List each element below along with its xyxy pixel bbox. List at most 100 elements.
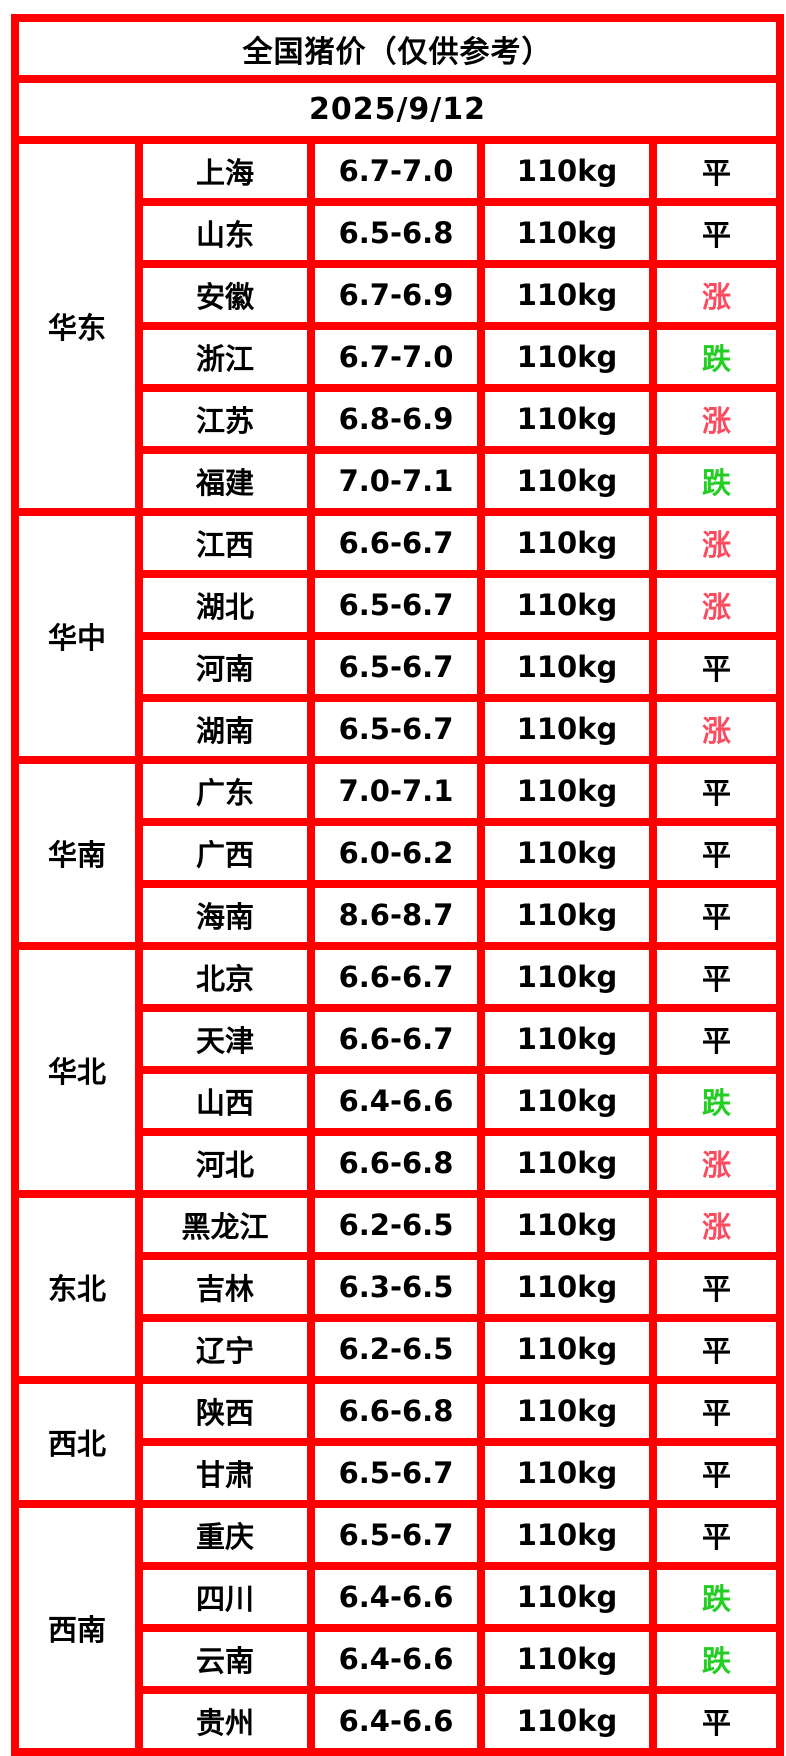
trend-cell: 跌 [649, 322, 784, 392]
table-row: 云南 6.4-6.6 110kg 跌 [15, 1624, 784, 1694]
province-cell: 贵州 [135, 1686, 315, 1756]
title-row: 全国猪价（仅供参考） [11, 14, 784, 83]
price-cell: 6.5-6.7 [307, 632, 485, 702]
trend-cell: 平 [649, 818, 784, 888]
weight-cell: 110kg [477, 818, 657, 888]
weight-cell: 110kg [477, 1376, 657, 1446]
pig-price-table: 全国猪价（仅供参考） 2025/9/12 华东 上海 6.7-7.0 110kg… [11, 14, 784, 1756]
table-row: 海南 8.6-8.7 110kg 平 [15, 880, 784, 950]
province-cell: 广西 [135, 818, 315, 888]
weight-cell: 110kg [477, 198, 657, 268]
date-label: 2025/9/12 [11, 75, 784, 144]
province-cell: 陕西 [135, 1376, 315, 1446]
trend-cell: 平 [649, 198, 784, 268]
province-cell: 福建 [135, 446, 315, 516]
region-cell-huanan: 华南 [11, 756, 143, 950]
table-row: 山西 6.4-6.6 110kg 跌 [15, 1066, 784, 1136]
table-row: 山东 6.5-6.8 110kg 平 [15, 198, 784, 268]
province-cell: 黑龙江 [135, 1190, 315, 1260]
weight-cell: 110kg [477, 1562, 657, 1632]
weight-cell: 110kg [477, 1686, 657, 1756]
table-row: 四川 6.4-6.6 110kg 跌 [15, 1562, 784, 1632]
price-cell: 6.4-6.6 [307, 1624, 485, 1694]
trend-cell: 涨 [649, 384, 784, 454]
trend-cell: 涨 [649, 570, 784, 640]
table-row: 安徽 6.7-6.9 110kg 涨 [15, 260, 784, 330]
province-cell: 上海 [135, 136, 315, 206]
province-cell: 河北 [135, 1128, 315, 1198]
price-cell: 6.6-6.7 [307, 1004, 485, 1074]
price-cell: 6.5-6.7 [307, 1500, 485, 1570]
province-cell: 重庆 [135, 1500, 315, 1570]
weight-cell: 110kg [477, 384, 657, 454]
trend-cell: 平 [649, 1500, 784, 1570]
table-row: 河北 6.6-6.8 110kg 涨 [15, 1128, 784, 1198]
price-cell: 6.3-6.5 [307, 1252, 485, 1322]
table-row: 浙江 6.7-7.0 110kg 跌 [15, 322, 784, 392]
province-cell: 天津 [135, 1004, 315, 1074]
table-row: 华北 北京 6.6-6.7 110kg 平 [11, 942, 784, 1198]
weight-cell: 110kg [477, 1500, 657, 1570]
region-cell-dongbei: 东北 [11, 1190, 143, 1384]
region-cell-xinan: 西南 [11, 1500, 143, 1756]
table-row: 广西 6.0-6.2 110kg 平 [15, 818, 784, 888]
region-cell-huabei: 华北 [11, 942, 143, 1198]
price-cell: 7.0-7.1 [307, 756, 485, 826]
price-cell: 6.5-6.7 [307, 570, 485, 640]
price-cell: 6.7-7.0 [307, 322, 485, 392]
trend-cell: 涨 [649, 1128, 784, 1198]
weight-cell: 110kg [477, 446, 657, 516]
trend-cell: 涨 [649, 694, 784, 764]
trend-cell: 平 [649, 1686, 784, 1756]
price-cell: 6.6-6.7 [307, 942, 485, 1012]
trend-cell: 跌 [649, 446, 784, 516]
trend-cell: 涨 [649, 260, 784, 330]
price-cell: 6.5-6.7 [307, 694, 485, 764]
price-cell: 6.4-6.6 [307, 1562, 485, 1632]
province-cell: 甘肃 [135, 1438, 315, 1508]
price-cell: 6.2-6.5 [307, 1314, 485, 1384]
table-row: 天津 6.6-6.7 110kg 平 [15, 1004, 784, 1074]
table-row: 湖北 6.5-6.7 110kg 涨 [15, 570, 784, 640]
table-row: 辽宁 6.2-6.5 110kg 平 [15, 1314, 784, 1384]
trend-cell: 平 [649, 632, 784, 702]
province-cell: 四川 [135, 1562, 315, 1632]
table-row: 吉林 6.3-6.5 110kg 平 [15, 1252, 784, 1322]
province-cell: 海南 [135, 880, 315, 950]
region-cell-xibei: 西北 [11, 1376, 143, 1508]
weight-cell: 110kg [477, 756, 657, 826]
price-cell: 6.5-6.8 [307, 198, 485, 268]
weight-cell: 110kg [477, 1190, 657, 1260]
trend-cell: 涨 [649, 1190, 784, 1260]
weight-cell: 110kg [477, 1252, 657, 1322]
trend-cell: 平 [649, 136, 784, 206]
price-cell: 7.0-7.1 [307, 446, 485, 516]
trend-cell: 跌 [649, 1066, 784, 1136]
region-cell-huadong: 华东 [11, 136, 143, 516]
price-cell: 6.5-6.7 [307, 1438, 485, 1508]
trend-cell: 平 [649, 1438, 784, 1508]
table-row: 华东 上海 6.7-7.0 110kg 平 [11, 136, 784, 516]
table-row: 东北 黑龙江 6.2-6.5 110kg 涨 [11, 1190, 784, 1384]
price-cell: 6.4-6.6 [307, 1686, 485, 1756]
weight-cell: 110kg [477, 880, 657, 950]
weight-cell: 110kg [477, 1438, 657, 1508]
price-cell: 6.0-6.2 [307, 818, 485, 888]
table-row: 西南 重庆 6.5-6.7 110kg 平 [11, 1500, 784, 1756]
weight-cell: 110kg [477, 694, 657, 764]
weight-cell: 110kg [477, 1624, 657, 1694]
price-cell: 6.7-6.9 [307, 260, 485, 330]
date-row: 2025/9/12 [11, 75, 784, 144]
weight-cell: 110kg [477, 632, 657, 702]
weight-cell: 110kg [477, 260, 657, 330]
price-cell: 6.6-6.8 [307, 1128, 485, 1198]
price-cell: 6.6-6.8 [307, 1376, 485, 1446]
price-cell: 6.2-6.5 [307, 1190, 485, 1260]
trend-cell: 平 [649, 1004, 784, 1074]
table-row: 河南 6.5-6.7 110kg 平 [15, 632, 784, 702]
province-cell: 山西 [135, 1066, 315, 1136]
table-row: 华南 广东 7.0-7.1 110kg 平 [11, 756, 784, 950]
weight-cell: 110kg [477, 1004, 657, 1074]
price-cell: 6.6-6.7 [307, 508, 485, 578]
weight-cell: 110kg [477, 942, 657, 1012]
